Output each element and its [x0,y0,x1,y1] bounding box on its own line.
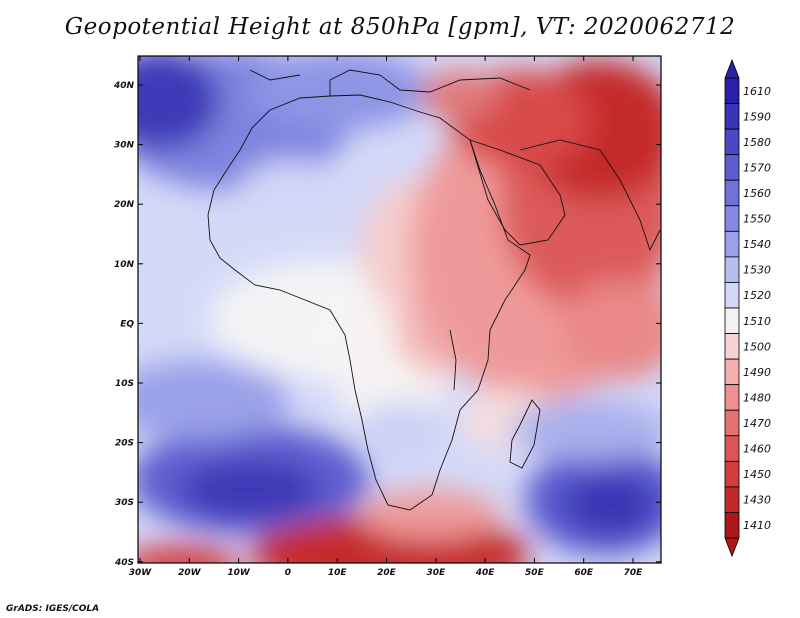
colorbar-swatch [724,256,740,283]
colorbar-label: 1610 [743,85,771,98]
colorbar-swatch [724,230,740,258]
colorbar-label: 1520 [743,289,771,302]
latitude-axis: 40N 30N 20N 10N EQ 10S 20S 30S 40S [113,81,661,568]
colorbar-label: 1470 [743,417,771,430]
colorbar-swatch [724,77,740,104]
colorbar-bottom-arrow [724,537,740,558]
grads-credit: GrADS: IGES/COLA [6,604,100,614]
lat-tick-label: 40S [114,558,134,568]
lon-tick-label: 60E [574,568,594,578]
colorbar-swatch [724,282,740,309]
colorbar-label: 1460 [743,443,771,456]
lon-tick-label: 20E [377,568,397,578]
colorbar-label: 1480 [743,391,771,404]
colorbar-swatch [724,103,740,130]
lat-tick-label: EQ [120,319,134,329]
colorbar-swatch [724,435,740,462]
colorbar-swatch [724,358,740,386]
lat-tick-label: 10S [115,379,134,389]
lat-tick-label: 20N [114,200,135,210]
map-frame [137,55,662,564]
colorbar-label: 1590 [743,110,771,123]
lon-tick-label: 10W [227,568,251,578]
lat-tick-label: 40N [113,81,135,91]
colorbar-label: 1530 [743,264,771,277]
lon-tick-label: 50E [525,568,545,578]
colorbar: 1610 1590 1580 1570 1560 1550 1540 1530 1520 1510… [724,58,771,558]
lon-tick-label: 30E [426,568,446,578]
colorbar-swatch [724,384,740,411]
colorbar-swatch [724,179,740,207]
colorbar-swatch [724,409,740,437]
lat-tick-label: 20S [115,439,134,449]
lat-tick-label: 30S [115,498,134,508]
colorbar-swatch [724,205,740,232]
colorbar-swatch [724,128,740,156]
colorbar-label: 1450 [743,468,771,481]
lat-tick-label: 30N [114,141,135,151]
colorbar-label: 1500 [743,340,771,353]
colorbar-swatch [724,154,740,181]
colorbar-label: 1430 [743,494,771,507]
longitude-axis: 30W 20W 10W 0 10E 20E 30E 40E 50E 60E 70E [129,56,643,578]
height-field [138,56,661,563]
colorbar-label: 1550 [743,213,771,226]
colorbar-label: 1540 [743,238,771,251]
lon-tick-label: 20W [178,568,202,578]
map-title: Geopotential Height at 850hPa [gpm], VT:… [64,14,736,40]
colorbar-swatch [724,307,740,334]
colorbar-label: 1560 [743,187,771,200]
lon-tick-label: 0 [285,568,291,578]
colorbar-top-arrow [724,58,740,79]
lon-tick-label: 40E [475,568,496,578]
lon-tick-label: 30W [129,568,153,578]
colorbar-swatch [724,486,740,513]
colorbar-label: 1580 [743,136,771,149]
coastlines [207,69,661,511]
colorbar-swatch [724,460,740,488]
colorbar-label: 1510 [743,315,771,328]
colorbar-label: 1490 [743,366,771,379]
lat-tick-label: 10N [114,260,135,270]
colorbar-label: 1570 [743,161,771,174]
colorbar-label: 1410 [743,519,771,532]
colorbar-swatch [724,333,740,360]
lon-tick-label: 10E [328,568,348,578]
colorbar-swatch [724,512,740,539]
lon-tick-label: 70E [624,568,644,578]
